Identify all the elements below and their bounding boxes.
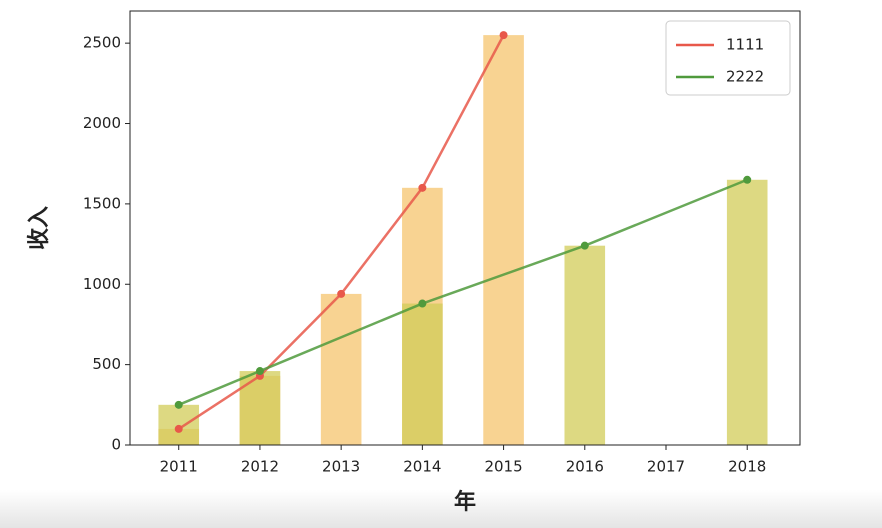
point bbox=[580, 241, 589, 250]
y-tick-label: 1500 bbox=[83, 194, 121, 212]
x-tick-label: 2015 bbox=[484, 458, 522, 476]
bar bbox=[564, 245, 606, 445]
point bbox=[174, 400, 183, 409]
y-axis-label: 收入 bbox=[26, 206, 52, 250]
y-tick-label: 500 bbox=[92, 355, 121, 373]
point bbox=[418, 299, 427, 308]
x-tick-label: 2016 bbox=[566, 458, 604, 476]
point bbox=[174, 424, 183, 433]
x-tick-label: 2017 bbox=[647, 458, 685, 476]
x-tick-label: 2011 bbox=[160, 458, 198, 476]
y-tick-label: 2000 bbox=[83, 114, 121, 132]
point bbox=[337, 289, 346, 298]
bar bbox=[483, 35, 524, 445]
x-tick-label: 2014 bbox=[403, 458, 441, 476]
bar bbox=[726, 179, 768, 445]
x-tick-label: 2012 bbox=[241, 458, 279, 476]
legend-label: 2222 bbox=[726, 68, 764, 86]
axes-frame bbox=[129, 10, 801, 446]
legend-label: 1111 bbox=[726, 36, 764, 54]
x-axis-label: 年 bbox=[454, 489, 476, 515]
bar bbox=[158, 404, 200, 445]
x-tick-label: 2018 bbox=[728, 458, 766, 476]
bar bbox=[320, 293, 362, 445]
bar bbox=[402, 303, 443, 445]
y-tick-label: 2500 bbox=[83, 34, 121, 52]
y-tick-label: 0 bbox=[111, 436, 121, 454]
x-tick-label: 2013 bbox=[322, 458, 360, 476]
bar bbox=[239, 371, 281, 445]
point bbox=[499, 31, 508, 40]
bottom-fade bbox=[0, 490, 882, 528]
point bbox=[418, 183, 427, 192]
point bbox=[255, 367, 264, 376]
y-tick-label: 1000 bbox=[83, 275, 121, 293]
point bbox=[743, 175, 752, 184]
